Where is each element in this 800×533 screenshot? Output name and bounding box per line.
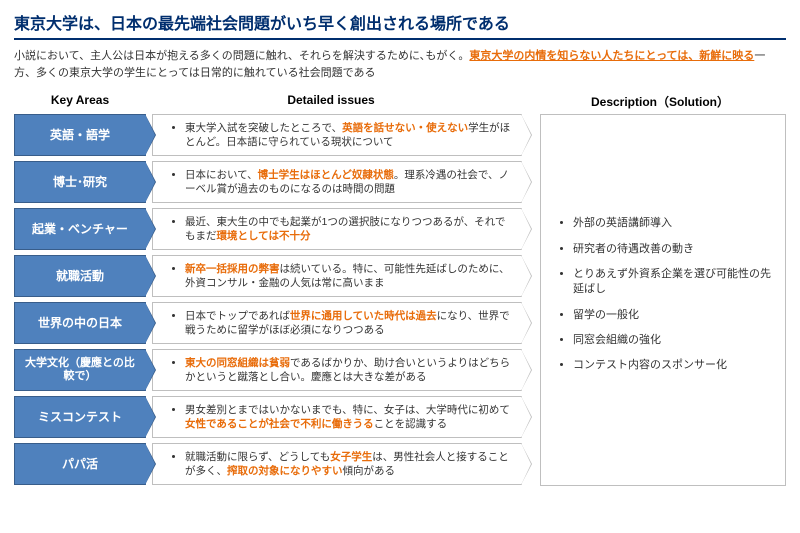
detail-box: 東大学入試を突破したところで、英語を話せない・使えない学生がほとんど。日本語に守…: [152, 114, 522, 156]
solution-item: 同窓会組織の強化: [573, 333, 775, 348]
solution-item: コンテスト内容のスポンサー化: [573, 358, 775, 373]
detail-box: 日本でトップであれば世界に通用していた時代は過去になり、世界で戦うために留学がほ…: [152, 302, 522, 344]
table-row: ミスコンテスト 男女差別とまではいかないまでも、特に、女子は、大学時代に初めて女…: [14, 396, 522, 438]
subtitle-part-a: 小説において、主人公は日本が抱える多くの問題に触れ、それらを解決するために､もが…: [14, 50, 469, 62]
solution-list: 外部の英語講師導入 研究者の待遇改善の動き とりあえず外資系企業を選び可能性の先…: [563, 216, 775, 384]
solution-panel: 外部の英語講師導入 研究者の待遇改善の動き とりあえず外資系企業を選び可能性の先…: [540, 114, 786, 486]
key-area-box: 英語・語学: [14, 114, 146, 156]
detail-highlight: 英語を話せない・使えない: [342, 122, 468, 134]
solution-item: とりあえず外資系企業を選び可能性の先延ばし: [573, 267, 775, 298]
rows-column: 英語・語学 東大学入試を突破したところで、英語を話せない・使えない学生がほとんど…: [14, 114, 522, 490]
table-row: 英語・語学 東大学入試を突破したところで、英語を話せない・使えない学生がほとんど…: [14, 114, 522, 156]
header-key-areas: Key Areas: [14, 93, 146, 110]
detail-highlight: 世界に通用していた時代は過去: [290, 310, 437, 322]
detail-text: ことを認識する: [374, 418, 448, 430]
detail-box: 就職活動に限らず、どうしても女子学生は、男性社会人と接することが多く、搾取の対象…: [152, 443, 522, 485]
detail-box: 男女差別とまではいかないまでも、特に、女子は、大学時代に初めて女性であることが社…: [152, 396, 522, 438]
detail-box: 新卒一括採用の弊害は続いている。特に、可能性先延ばしのために、外資コンサル・金融…: [152, 255, 522, 297]
detail-text: 傾向がある: [343, 465, 396, 477]
table-row: パパ活 就職活動に限らず、どうしても女子学生は、男性社会人と接することが多く、搾…: [14, 443, 522, 485]
detail-box: 日本において、博士学生はほとんど奴隷状態。理系冷遇の社会で、ノーベル賞が過去のも…: [152, 161, 522, 203]
column-headers: Key Areas Detailed issues Description（So…: [14, 93, 786, 110]
table-row: 大学文化（慶應との比較で） 東大の同窓組織は貧弱であるばかりか、助け合いというよ…: [14, 349, 522, 391]
header-detailed-issues: Detailed issues: [146, 93, 516, 110]
subtitle-highlight: 東京大学の内情を知らない人たちにとっては、新鮮に映る: [469, 50, 754, 62]
detail-box: 最近、東大生の中でも起業が1つの選択肢になりつつあるが、それでもまだ環境としては…: [152, 208, 522, 250]
key-area-box: 博士･研究: [14, 161, 146, 203]
detail-text: 日本でトップであれば: [185, 310, 290, 322]
page-subtitle: 小説において、主人公は日本が抱える多くの問題に触れ、それらを解決するために､もが…: [14, 48, 786, 81]
detail-text: 東大学入試を突破したところで、: [185, 122, 342, 134]
solution-item: 留学の一般化: [573, 308, 775, 323]
detail-highlight: 新卒一括採用の弊害: [185, 263, 280, 275]
key-area-box: ミスコンテスト: [14, 396, 146, 438]
key-area-box: 世界の中の日本: [14, 302, 146, 344]
content-grid: 英語・語学 東大学入試を突破したところで、英語を話せない・使えない学生がほとんど…: [14, 114, 786, 490]
key-area-box: 就職活動: [14, 255, 146, 297]
solution-item: 研究者の待遇改善の動き: [573, 242, 775, 257]
header-description: Description（Solution）: [516, 93, 786, 110]
solution-item: 外部の英語講師導入: [573, 216, 775, 231]
detail-highlight: 東大の同窓組織は貧弱: [185, 357, 290, 369]
detail-highlight: 搾取の対象になりやすい: [227, 465, 343, 477]
detail-highlight: 女子学生: [330, 451, 372, 463]
key-area-box: 起業・ベンチャー: [14, 208, 146, 250]
detail-text: 日本において、: [185, 169, 258, 181]
detail-text: 男女差別とまではいかないまでも、特に、女子は、大学時代に初めて: [185, 404, 510, 416]
page-title: 東京大学は、日本の最先端社会問題がいち早く創出される場所である: [14, 10, 786, 40]
key-area-box: 大学文化（慶應との比較で）: [14, 349, 146, 391]
detail-highlight: 女性であることが社会で不利に働きうる: [185, 418, 374, 430]
table-row: 世界の中の日本 日本でトップであれば世界に通用していた時代は過去になり、世界で戦…: [14, 302, 522, 344]
key-area-box: パパ活: [14, 443, 146, 485]
detail-highlight: 環境としては不十分: [217, 230, 311, 242]
detail-text: 就職活動に限らず、どうしても: [185, 451, 330, 463]
detail-highlight: 博士学生はほとんど奴隷状態: [258, 169, 394, 181]
description-column: 外部の英語講師導入 研究者の待遇改善の動き とりあえず外資系企業を選び可能性の先…: [522, 114, 786, 490]
table-row: 起業・ベンチャー 最近、東大生の中でも起業が1つの選択肢になりつつあるが、それで…: [14, 208, 522, 250]
table-row: 就職活動 新卒一括採用の弊害は続いている。特に、可能性先延ばしのために、外資コン…: [14, 255, 522, 297]
table-row: 博士･研究 日本において、博士学生はほとんど奴隷状態。理系冷遇の社会で、ノーベル…: [14, 161, 522, 203]
detail-box: 東大の同窓組織は貧弱であるばかりか、助け合いというよりはどちらかというと蹴落とし…: [152, 349, 522, 391]
